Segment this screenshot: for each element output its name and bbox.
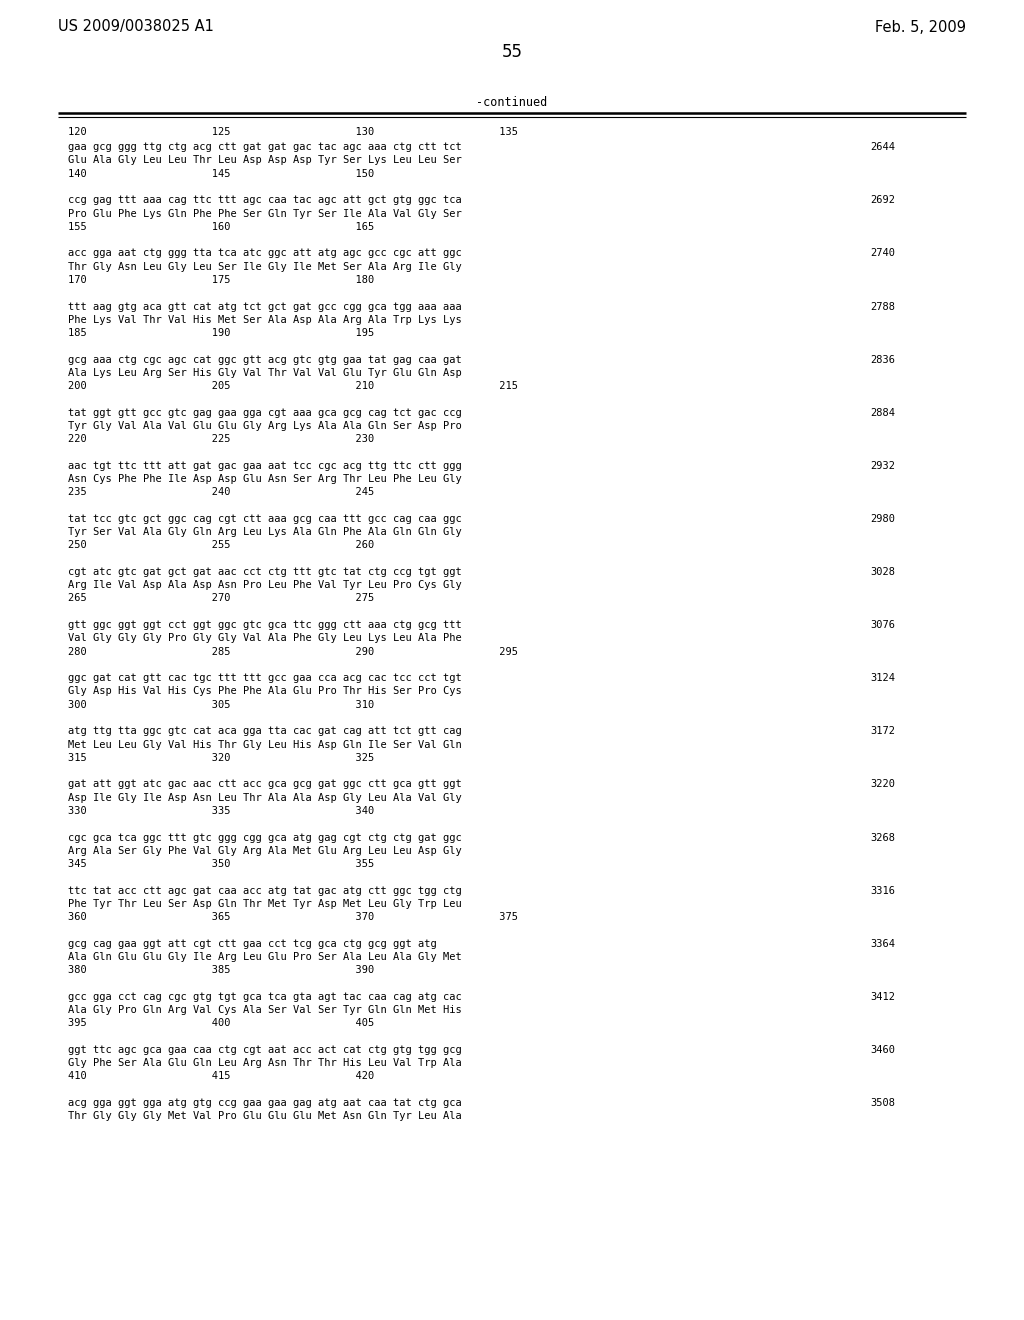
- Text: Phe Tyr Thr Leu Ser Asp Gln Thr Met Tyr Asp Met Leu Gly Trp Leu: Phe Tyr Thr Leu Ser Asp Gln Thr Met Tyr …: [68, 899, 462, 908]
- Text: 235                    240                    245: 235 240 245: [68, 487, 374, 498]
- Text: Met Leu Leu Gly Val His Thr Gly Leu His Asp Gln Ile Ser Val Gln: Met Leu Leu Gly Val His Thr Gly Leu His …: [68, 739, 462, 750]
- Text: 2692: 2692: [870, 195, 895, 206]
- Text: ggt ttc agc gca gaa caa ctg cgt aat acc act cat ctg gtg tgg gcg: ggt ttc agc gca gaa caa ctg cgt aat acc …: [68, 1045, 462, 1055]
- Text: US 2009/0038025 A1: US 2009/0038025 A1: [58, 20, 214, 34]
- Text: gcg cag gaa ggt att cgt ctt gaa cct tcg gca ctg gcg ggt atg: gcg cag gaa ggt att cgt ctt gaa cct tcg …: [68, 939, 437, 949]
- Text: 3508: 3508: [870, 1098, 895, 1107]
- Text: 3412: 3412: [870, 991, 895, 1002]
- Text: ttt aag gtg aca gtt cat atg tct gct gat gcc cgg gca tgg aaa aaa: ttt aag gtg aca gtt cat atg tct gct gat …: [68, 301, 462, 312]
- Text: 155                    160                    165: 155 160 165: [68, 222, 374, 232]
- Text: Tyr Gly Val Ala Val Glu Glu Gly Arg Lys Ala Ala Gln Ser Asp Pro: Tyr Gly Val Ala Val Glu Glu Gly Arg Lys …: [68, 421, 462, 430]
- Text: gcg aaa ctg cgc agc cat ggc gtt acg gtc gtg gaa tat gag caa gat: gcg aaa ctg cgc agc cat ggc gtt acg gtc …: [68, 355, 462, 364]
- Text: 140                    145                    150: 140 145 150: [68, 169, 374, 178]
- Text: 120                    125                    130                    135: 120 125 130 135: [68, 127, 518, 137]
- Text: acc gga aat ctg ggg tta tca atc ggc att atg agc gcc cgc att ggc: acc gga aat ctg ggg tta tca atc ggc att …: [68, 248, 462, 259]
- Text: Asn Cys Phe Phe Ile Asp Asp Glu Asn Ser Arg Thr Leu Phe Leu Gly: Asn Cys Phe Phe Ile Asp Asp Glu Asn Ser …: [68, 474, 462, 484]
- Text: Arg Ile Val Asp Ala Asp Asn Pro Leu Phe Val Tyr Leu Pro Cys Gly: Arg Ile Val Asp Ala Asp Asn Pro Leu Phe …: [68, 581, 462, 590]
- Text: 315                    320                    325: 315 320 325: [68, 752, 374, 763]
- Text: ttc tat acc ctt agc gat caa acc atg tat gac atg ctt ggc tgg ctg: ttc tat acc ctt agc gat caa acc atg tat …: [68, 886, 462, 895]
- Text: Gly Phe Ser Ala Glu Gln Leu Arg Asn Thr Thr His Leu Val Trp Ala: Gly Phe Ser Ala Glu Gln Leu Arg Asn Thr …: [68, 1059, 462, 1068]
- Text: -continued: -continued: [476, 95, 548, 108]
- Text: 55: 55: [502, 44, 522, 61]
- Text: 345                    350                    355: 345 350 355: [68, 859, 374, 869]
- Text: Phe Lys Val Thr Val His Met Ser Ala Asp Ala Arg Ala Trp Lys Lys: Phe Lys Val Thr Val His Met Ser Ala Asp …: [68, 314, 462, 325]
- Text: Val Gly Gly Gly Pro Gly Gly Val Ala Phe Gly Leu Lys Leu Ala Phe: Val Gly Gly Gly Pro Gly Gly Val Ala Phe …: [68, 634, 462, 643]
- Text: Tyr Ser Val Ala Gly Gln Arg Leu Lys Ala Gln Phe Ala Gln Gln Gly: Tyr Ser Val Ala Gly Gln Arg Leu Lys Ala …: [68, 527, 462, 537]
- Text: 280                    285                    290                    295: 280 285 290 295: [68, 647, 518, 656]
- Text: 3220: 3220: [870, 779, 895, 789]
- Text: Ala Gln Glu Glu Gly Ile Arg Leu Glu Pro Ser Ala Leu Ala Gly Met: Ala Gln Glu Glu Gly Ile Arg Leu Glu Pro …: [68, 952, 462, 962]
- Text: 3172: 3172: [870, 726, 895, 737]
- Text: atg ttg tta ggc gtc cat aca gga tta cac gat cag att tct gtt cag: atg ttg tta ggc gtc cat aca gga tta cac …: [68, 726, 462, 737]
- Text: Glu Ala Gly Leu Leu Thr Leu Asp Asp Asp Tyr Ser Lys Leu Leu Ser: Glu Ala Gly Leu Leu Thr Leu Asp Asp Asp …: [68, 156, 462, 165]
- Text: gat att ggt atc gac aac ctt acc gca gcg gat ggc ctt gca gtt ggt: gat att ggt atc gac aac ctt acc gca gcg …: [68, 779, 462, 789]
- Text: gtt ggc ggt ggt cct ggt ggc gtc gca ttc ggg ctt aaa ctg gcg ttt: gtt ggc ggt ggt cct ggt ggc gtc gca ttc …: [68, 620, 462, 630]
- Text: Feb. 5, 2009: Feb. 5, 2009: [874, 20, 966, 34]
- Text: 2932: 2932: [870, 461, 895, 471]
- Text: Arg Ala Ser Gly Phe Val Gly Arg Ala Met Glu Arg Leu Leu Asp Gly: Arg Ala Ser Gly Phe Val Gly Arg Ala Met …: [68, 846, 462, 855]
- Text: ggc gat cat gtt cac tgc ttt ttt gcc gaa cca acg cac tcc cct tgt: ggc gat cat gtt cac tgc ttt ttt gcc gaa …: [68, 673, 462, 684]
- Text: 265                    270                    275: 265 270 275: [68, 594, 374, 603]
- Text: 3268: 3268: [870, 833, 895, 842]
- Text: 330                    335                    340: 330 335 340: [68, 805, 374, 816]
- Text: gcc gga cct cag cgc gtg tgt gca tca gta agt tac caa cag atg cac: gcc gga cct cag cgc gtg tgt gca tca gta …: [68, 991, 462, 1002]
- Text: 2980: 2980: [870, 513, 895, 524]
- Text: 2836: 2836: [870, 355, 895, 364]
- Text: acg gga ggt gga atg gtg ccg gaa gaa gag atg aat caa tat ctg gca: acg gga ggt gga atg gtg ccg gaa gaa gag …: [68, 1098, 462, 1107]
- Text: 3364: 3364: [870, 939, 895, 949]
- Text: 300                    305                    310: 300 305 310: [68, 700, 374, 710]
- Text: 360                    365                    370                    375: 360 365 370 375: [68, 912, 518, 921]
- Text: Ala Lys Leu Arg Ser His Gly Val Thr Val Val Glu Tyr Glu Gln Asp: Ala Lys Leu Arg Ser His Gly Val Thr Val …: [68, 368, 462, 378]
- Text: 3316: 3316: [870, 886, 895, 895]
- Text: 2788: 2788: [870, 301, 895, 312]
- Text: 395                    400                    405: 395 400 405: [68, 1018, 374, 1028]
- Text: 170                    175                    180: 170 175 180: [68, 275, 374, 285]
- Text: 185                    190                    195: 185 190 195: [68, 327, 374, 338]
- Text: Asp Ile Gly Ile Asp Asn Leu Thr Ala Ala Asp Gly Leu Ala Val Gly: Asp Ile Gly Ile Asp Asn Leu Thr Ala Ala …: [68, 792, 462, 803]
- Text: Thr Gly Gly Gly Met Val Pro Glu Glu Glu Met Asn Gln Tyr Leu Ala: Thr Gly Gly Gly Met Val Pro Glu Glu Glu …: [68, 1111, 462, 1121]
- Text: Thr Gly Asn Leu Gly Leu Ser Ile Gly Ile Met Ser Ala Arg Ile Gly: Thr Gly Asn Leu Gly Leu Ser Ile Gly Ile …: [68, 261, 462, 272]
- Text: 2740: 2740: [870, 248, 895, 259]
- Text: 3124: 3124: [870, 673, 895, 684]
- Text: 200                    205                    210                    215: 200 205 210 215: [68, 381, 518, 391]
- Text: cgt atc gtc gat gct gat aac cct ctg ttt gtc tat ctg ccg tgt ggt: cgt atc gtc gat gct gat aac cct ctg ttt …: [68, 568, 462, 577]
- Text: cgc gca tca ggc ttt gtc ggg cgg gca atg gag cgt ctg ctg gat ggc: cgc gca tca ggc ttt gtc ggg cgg gca atg …: [68, 833, 462, 842]
- Text: 380                    385                    390: 380 385 390: [68, 965, 374, 975]
- Text: 3028: 3028: [870, 568, 895, 577]
- Text: ccg gag ttt aaa cag ttc ttt agc caa tac agc att gct gtg ggc tca: ccg gag ttt aaa cag ttc ttt agc caa tac …: [68, 195, 462, 206]
- Text: gaa gcg ggg ttg ctg acg ctt gat gat gac tac agc aaa ctg ctt tct: gaa gcg ggg ttg ctg acg ctt gat gat gac …: [68, 143, 462, 152]
- Text: 2884: 2884: [870, 408, 895, 417]
- Text: 250                    255                    260: 250 255 260: [68, 540, 374, 550]
- Text: 220                    225                    230: 220 225 230: [68, 434, 374, 444]
- Text: tat ggt gtt gcc gtc gag gaa gga cgt aaa gca gcg cag tct gac ccg: tat ggt gtt gcc gtc gag gaa gga cgt aaa …: [68, 408, 462, 417]
- Text: Pro Glu Phe Lys Gln Phe Phe Ser Gln Tyr Ser Ile Ala Val Gly Ser: Pro Glu Phe Lys Gln Phe Phe Ser Gln Tyr …: [68, 209, 462, 219]
- Text: Gly Asp His Val His Cys Phe Phe Ala Glu Pro Thr His Ser Pro Cys: Gly Asp His Val His Cys Phe Phe Ala Glu …: [68, 686, 462, 697]
- Text: aac tgt ttc ttt att gat gac gaa aat tcc cgc acg ttg ttc ctt ggg: aac tgt ttc ttt att gat gac gaa aat tcc …: [68, 461, 462, 471]
- Text: 410                    415                    420: 410 415 420: [68, 1072, 374, 1081]
- Text: Ala Gly Pro Gln Arg Val Cys Ala Ser Val Ser Tyr Gln Gln Met His: Ala Gly Pro Gln Arg Val Cys Ala Ser Val …: [68, 1005, 462, 1015]
- Text: 3076: 3076: [870, 620, 895, 630]
- Text: 2644: 2644: [870, 143, 895, 152]
- Text: 3460: 3460: [870, 1045, 895, 1055]
- Text: tat tcc gtc gct ggc cag cgt ctt aaa gcg caa ttt gcc cag caa ggc: tat tcc gtc gct ggc cag cgt ctt aaa gcg …: [68, 513, 462, 524]
